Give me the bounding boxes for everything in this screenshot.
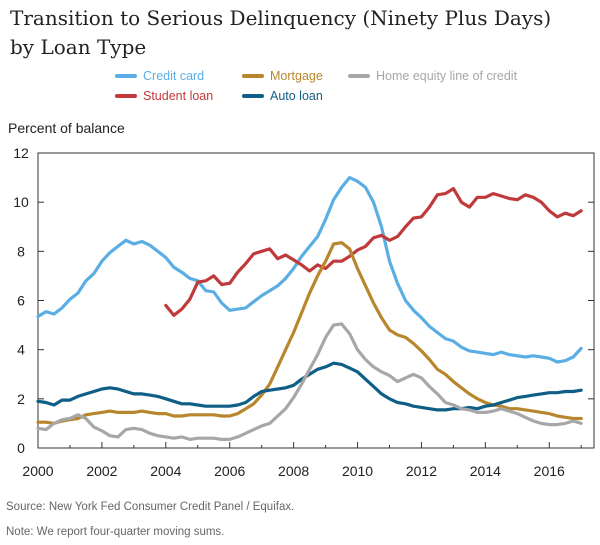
y-tick-label: 4 — [17, 342, 25, 358]
series-line-home-equity-line-of-credit — [36, 322, 583, 441]
legend-item-heloc: Home equity line of credit — [348, 69, 517, 83]
legend-item-mortgage: Mortgage — [242, 69, 323, 83]
x-tick-label: 2014 — [470, 463, 501, 479]
y-tick-label: 12 — [13, 145, 29, 161]
legend-label-credit-card: Credit card — [143, 69, 205, 83]
x-tick-label: 2004 — [150, 463, 181, 479]
x-tick-label: 2016 — [534, 463, 565, 479]
legend-item-student-loan: Student loan — [115, 89, 213, 103]
chart-title: Transition to Serious Delinquency (Ninet… — [10, 4, 590, 62]
chart-title-line1: Transition to Serious Delinquency (Ninet… — [10, 6, 552, 30]
x-tick-label: 2012 — [406, 463, 437, 479]
y-tick-label: 8 — [17, 243, 25, 259]
legend-item-auto-loan: Auto loan — [242, 89, 323, 103]
series-line-student-loan — [164, 187, 583, 317]
footnote: Note: We report four-quarter moving sums… — [6, 526, 225, 538]
chart-legend: Credit card Student loan Mortgage Auto l… — [0, 0, 600, 110]
legend-swatch-heloc — [348, 74, 370, 78]
y-tick-label: 2 — [17, 391, 25, 407]
x-tick-label: 2006 — [214, 463, 245, 479]
legend-label-mortgage: Mortgage — [270, 69, 323, 83]
x-tick-label: 2010 — [342, 463, 373, 479]
x-tick-label: 2002 — [86, 463, 117, 479]
legend-swatch-student-loan — [115, 94, 137, 98]
x-tick-label: 2008 — [278, 463, 309, 479]
series-line-auto-loan — [36, 361, 583, 412]
x-tick-label: 2000 — [22, 463, 53, 479]
legend-swatch-auto-loan — [242, 94, 264, 98]
chart-subtitle: by Loan Type — [10, 35, 147, 59]
legend-label-heloc: Home equity line of credit — [376, 69, 518, 83]
legend-swatch-credit-card — [115, 74, 137, 78]
legend-item-credit-card: Credit card — [115, 69, 204, 83]
y-tick-label: 10 — [13, 194, 29, 210]
series-line-credit-card — [36, 176, 583, 364]
legend-swatch-mortgage — [242, 74, 264, 78]
y-axis-label: Percent of balance — [8, 120, 125, 136]
y-tick-label: 6 — [17, 293, 25, 309]
legend-label-student-loan: Student loan — [143, 89, 214, 103]
legend-label-auto-loan: Auto loan — [270, 89, 323, 103]
y-tick-label: 0 — [17, 440, 25, 456]
source-note: Source: New York Fed Consumer Credit Pan… — [6, 501, 295, 513]
